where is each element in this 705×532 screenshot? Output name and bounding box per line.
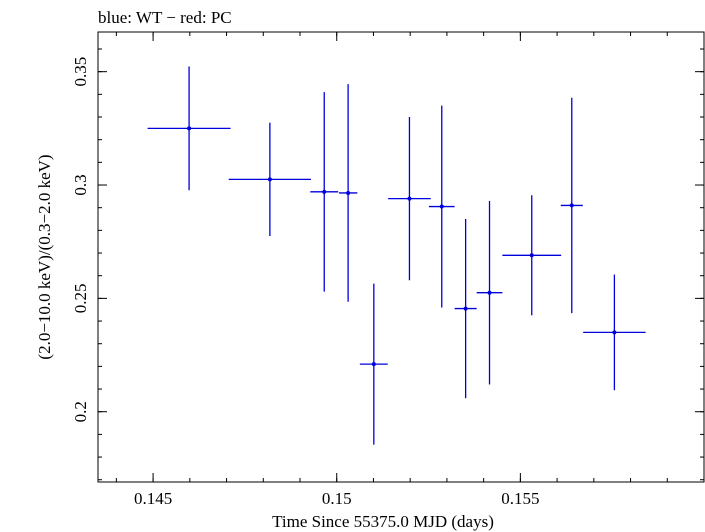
data-point (502, 195, 562, 316)
point-marker (187, 126, 192, 131)
data-point (560, 97, 583, 314)
y-tick-label: 0.2 (71, 401, 90, 422)
point-marker (407, 196, 412, 201)
data-point (388, 117, 431, 281)
data-point (228, 122, 312, 237)
data-point (147, 66, 231, 191)
data-point (428, 105, 455, 308)
data-point (310, 92, 339, 292)
point-marker (346, 190, 351, 195)
x-axis-label: Time Since 55375.0 MJD (days) (272, 512, 494, 531)
x-tick-label: 0.155 (501, 489, 539, 508)
plot-frame (97, 31, 705, 483)
y-axis-label: (2.0−10.0 keV)/(0.3−2.0 keV) (35, 154, 54, 359)
point-marker (439, 204, 444, 209)
data-point (454, 219, 477, 399)
point-marker (322, 189, 327, 194)
point-marker (569, 203, 574, 208)
data-point (476, 200, 503, 385)
data-point (359, 283, 388, 445)
data-point (338, 84, 358, 302)
point-marker (529, 253, 534, 258)
point-marker (463, 306, 468, 311)
x-tick-label: 0.15 (322, 489, 352, 508)
axis-ticks: 0.145 0.15 0.155 0.2 0.25 0.3 0.35 (71, 32, 705, 508)
point-marker (371, 362, 376, 367)
y-tick-label: 0.25 (71, 283, 90, 313)
point-marker (267, 177, 272, 182)
data-point (583, 274, 646, 391)
point-marker (612, 330, 617, 335)
y-tick-label: 0.35 (71, 57, 90, 87)
point-marker (487, 290, 492, 295)
y-tick-label: 0.3 (71, 174, 90, 195)
data-points (147, 66, 646, 445)
chart-title: blue: WT − red: PC (98, 8, 232, 27)
x-tick-label: 0.145 (134, 489, 172, 508)
